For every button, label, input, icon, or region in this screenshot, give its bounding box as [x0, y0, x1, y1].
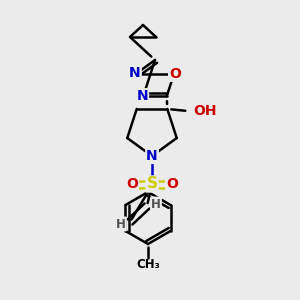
Text: N: N	[129, 66, 141, 80]
Text: H: H	[116, 218, 126, 230]
Text: H: H	[151, 197, 161, 211]
Text: S: S	[146, 176, 158, 191]
Text: CH₃: CH₃	[136, 259, 160, 272]
Text: O: O	[166, 177, 178, 191]
Text: N: N	[136, 89, 148, 103]
Text: O: O	[169, 67, 181, 81]
Text: O: O	[126, 177, 138, 191]
Text: OH: OH	[193, 104, 217, 118]
Text: N: N	[146, 149, 158, 163]
